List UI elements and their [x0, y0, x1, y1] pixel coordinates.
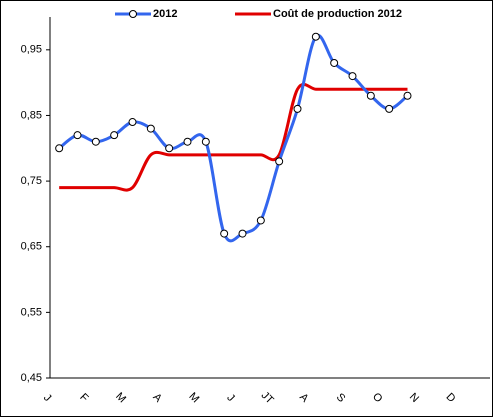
data-point [311, 32, 320, 41]
y-tick-label: 0,65 [21, 241, 42, 253]
data-point [55, 144, 64, 153]
data-point [220, 229, 229, 238]
y-tick-label: 0,45 [21, 372, 42, 384]
data-point [256, 216, 265, 225]
y-tick-label: 0,85 [21, 109, 42, 121]
data-point [165, 144, 174, 153]
data-point [348, 72, 357, 81]
data-point [128, 118, 137, 127]
data-point [183, 137, 192, 146]
data-point [330, 58, 339, 67]
data-point [146, 124, 155, 133]
legend-label: 2012 [153, 8, 177, 20]
data-point [366, 91, 375, 100]
data-point [73, 131, 82, 140]
data-point [275, 157, 284, 166]
data-point [238, 229, 247, 238]
legend-marker [129, 10, 137, 18]
y-tick-label: 0,75 [21, 175, 42, 187]
data-point [201, 137, 210, 146]
series-line [59, 82, 408, 192]
data-point [293, 104, 302, 113]
y-tick-label: 0,95 [21, 44, 42, 56]
data-point [403, 91, 412, 100]
data-point [385, 104, 394, 113]
legend-label: Coût de production 2012 [273, 8, 402, 20]
y-tick-label: 0,55 [21, 306, 42, 318]
data-point [110, 131, 119, 140]
data-point [91, 137, 100, 146]
